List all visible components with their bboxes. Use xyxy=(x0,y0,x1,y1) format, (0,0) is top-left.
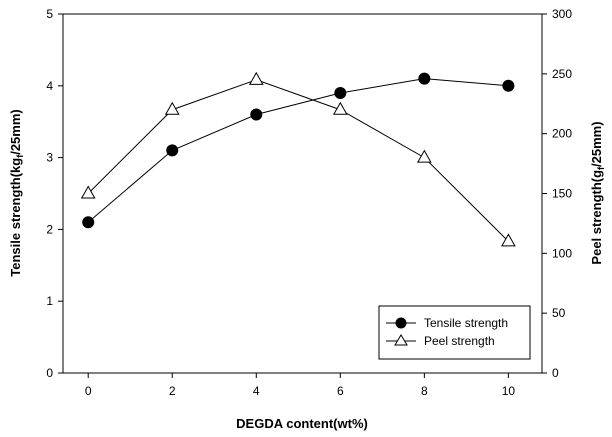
left-y-tick-label: 0 xyxy=(46,366,53,380)
x-tick-label: 10 xyxy=(502,384,516,398)
left-y-tick-label: 1 xyxy=(46,294,53,308)
left-y-axis-title: Tensile strength(kgf/25mm) xyxy=(8,109,25,276)
right-y-tick-label: 50 xyxy=(552,306,566,320)
peel-data-point xyxy=(80,185,96,199)
legend: Tensile strength Peel strength xyxy=(378,305,531,360)
peel-data-point xyxy=(248,71,264,85)
tensile-data-point xyxy=(418,72,431,85)
right-y-axis-title: Peel strength(gf/25mm) xyxy=(589,121,606,264)
tensile-data-point xyxy=(166,144,179,157)
legend-marker-tensile xyxy=(395,317,407,329)
tensile-data-point xyxy=(502,79,515,92)
tensile-data-point xyxy=(334,86,347,99)
left-y-tick-label: 3 xyxy=(46,151,53,165)
x-tick-label: 2 xyxy=(169,384,176,398)
x-axis-ticks: 0 2 4 6 8 10 xyxy=(85,373,516,398)
right-y-tick-label: 0 xyxy=(552,366,559,380)
x-tick-label: 4 xyxy=(253,384,260,398)
peel-data-point xyxy=(416,149,432,163)
right-y-tick-label: 100 xyxy=(552,246,572,260)
right-y-tick-label: 150 xyxy=(552,187,572,201)
right-y-tick-label: 250 xyxy=(552,67,572,81)
right-y-tick-label: 300 xyxy=(552,7,572,21)
legend-label-tensile: Tensile strength xyxy=(424,316,508,330)
right-y-tick-label: 200 xyxy=(552,127,572,141)
series-markers xyxy=(80,71,516,247)
peel-data-point xyxy=(501,233,516,247)
legend-box xyxy=(378,305,531,360)
legend-marker-peel xyxy=(394,334,408,346)
tensile-data-point xyxy=(250,108,263,121)
left-y-axis-ticks: 0 1 2 3 4 5 xyxy=(46,7,63,380)
tensile-data-point xyxy=(82,216,95,229)
x-tick-label: 6 xyxy=(337,384,344,398)
left-y-tick-label: 2 xyxy=(46,222,53,236)
x-tick-label: 8 xyxy=(421,384,428,398)
left-y-tick-label: 4 xyxy=(46,79,53,93)
series-lines xyxy=(87,78,509,242)
series-line-0 xyxy=(87,78,509,223)
legend-label-peel: Peel strength xyxy=(424,334,495,348)
peel-data-point xyxy=(164,101,180,115)
x-tick-label: 0 xyxy=(85,384,92,398)
peel-data-point xyxy=(332,101,348,115)
left-y-tick-label: 5 xyxy=(46,7,53,21)
series-line-1 xyxy=(87,79,509,242)
right-y-axis-ticks: 0 50 100 150 200 250 300 xyxy=(542,7,572,380)
x-axis-title: DEGDA content(wt%) xyxy=(236,416,368,431)
